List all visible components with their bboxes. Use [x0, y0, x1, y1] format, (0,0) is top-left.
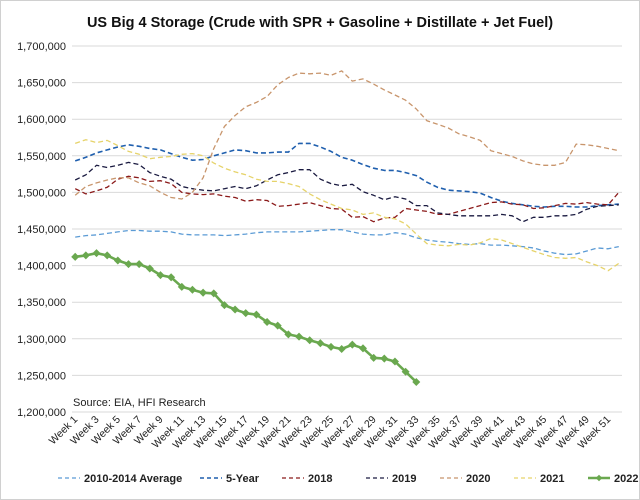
data-point	[231, 305, 240, 314]
y-tick-label: 1,600,000	[17, 114, 66, 126]
data-point	[135, 260, 144, 269]
legend: 2010-2014 Average 5-Year 2018 2019 2020 2021 2…	[58, 473, 638, 485]
legend-item: 2022	[588, 473, 638, 485]
data-point	[124, 260, 133, 269]
data-point	[199, 288, 208, 297]
y-tick-label: 1,500,000	[17, 187, 66, 199]
legend-item: 2020	[440, 473, 490, 485]
legend-label: 2018	[308, 473, 332, 485]
data-point	[92, 249, 101, 258]
data-point	[369, 353, 378, 362]
data-point	[316, 339, 325, 348]
legend-label: 2021	[540, 473, 564, 485]
legend-label: 2020	[466, 473, 490, 485]
data-point	[412, 377, 421, 386]
data-point	[263, 317, 272, 326]
data-point	[167, 273, 176, 282]
legend-item: 5-Year	[200, 473, 260, 485]
y-tick-label: 1,400,000	[17, 261, 66, 273]
data-point	[188, 285, 197, 294]
legend-item: 2019	[366, 473, 416, 485]
y-tick-label: 1,200,000	[17, 407, 66, 419]
series-line-2018	[74, 175, 620, 223]
gridlines	[72, 45, 622, 376]
data-point	[390, 357, 399, 366]
data-point	[305, 336, 314, 345]
series-line-2019	[74, 161, 619, 223]
data-point	[337, 345, 346, 354]
data-point	[295, 332, 304, 341]
data-point	[113, 256, 122, 265]
legend-label: 5-Year	[226, 473, 260, 485]
y-tick-label: 1,650,000	[17, 78, 66, 90]
y-tick-label: 1,450,000	[17, 224, 66, 236]
legend-item: 2021	[514, 473, 564, 485]
legend-item: 2018	[282, 473, 332, 485]
series-lines	[71, 70, 620, 386]
legend-label: 2019	[392, 473, 416, 485]
data-point	[209, 289, 218, 298]
y-tick-label: 1,250,000	[17, 370, 66, 382]
data-point	[327, 342, 336, 351]
data-point	[156, 271, 165, 280]
series-line-2021	[74, 139, 620, 272]
legend-label: 2010-2014 Average	[84, 473, 182, 485]
data-point	[71, 252, 80, 261]
data-point	[145, 264, 154, 273]
data-point	[348, 340, 357, 349]
data-point	[177, 282, 186, 291]
legend-label: 2022	[614, 473, 638, 485]
data-point	[401, 367, 410, 376]
y-tick-label: 1,300,000	[17, 334, 66, 346]
series-line-2022	[75, 251, 418, 383]
y-axis-tick-labels: 1,200,000 1,250,000 1,300,000 1,350,000 1,40…	[17, 41, 66, 419]
source-note: Source: EIA, HFI Research	[73, 397, 206, 409]
y-tick-label: 1,700,000	[17, 41, 66, 53]
data-point	[81, 251, 90, 260]
y-tick-label: 1,550,000	[17, 151, 66, 163]
y-tick-label: 1,350,000	[17, 297, 66, 309]
data-point	[241, 309, 250, 318]
data-point	[284, 330, 293, 339]
series-line-5-year	[74, 142, 619, 208]
legend-marker	[595, 474, 603, 482]
data-point	[358, 344, 367, 353]
data-point	[103, 251, 112, 260]
series-line-2010-2014-average	[75, 229, 619, 256]
legend-item: 2010-2014 Average	[58, 473, 182, 485]
data-point	[220, 301, 229, 310]
data-point	[252, 310, 261, 319]
data-point	[380, 354, 389, 363]
chart-title: US Big 4 Storage (Crude with SPR + Gasol…	[87, 15, 553, 31]
series-line-2020	[74, 70, 619, 200]
data-point	[273, 321, 282, 330]
